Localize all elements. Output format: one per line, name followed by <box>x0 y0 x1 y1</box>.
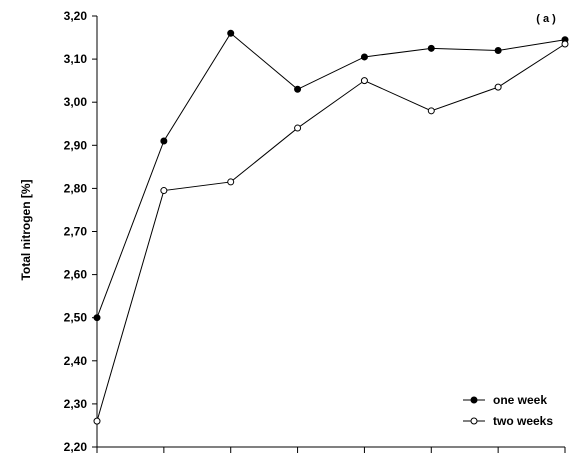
y-tick-label: 2,70 <box>64 225 88 239</box>
data-point-series-1 <box>360 53 368 61</box>
y-tick-label: 3,20 <box>64 9 88 23</box>
data-point-series-1 <box>93 314 101 322</box>
y-tick-label: 3,10 <box>64 52 88 66</box>
data-point-series-2 <box>494 83 502 91</box>
y-tick-label: 2,30 <box>64 397 88 411</box>
y-tick-label: 2,60 <box>64 268 88 282</box>
y-tick-label: 2,80 <box>64 181 88 195</box>
legend-marker <box>470 396 478 404</box>
y-tick-label: 3,00 <box>64 95 88 109</box>
data-point-series-1 <box>427 44 435 52</box>
series-line-2 <box>96 43 566 422</box>
series-layer <box>93 29 569 425</box>
data-point-series-1 <box>227 29 235 37</box>
data-point-series-1 <box>494 46 502 54</box>
series-line-1 <box>96 32 566 318</box>
y-tick-label: 2,90 <box>64 138 88 152</box>
legend-marker <box>470 417 478 425</box>
data-point-series-2 <box>93 417 101 425</box>
axes: 2,20 2,30 2,40 2,50 2,60 2,70 2,80 2,90 3,00 3,10… <box>64 9 566 454</box>
panel-label: ( a ) <box>536 13 556 25</box>
legend: one week two weeks <box>463 393 553 428</box>
data-point-series-2 <box>227 178 235 186</box>
legend-label: one week <box>493 393 547 407</box>
data-point-series-2 <box>360 77 368 85</box>
data-point-series-1 <box>294 85 302 93</box>
data-point-series-2 <box>427 107 435 115</box>
data-point-series-2 <box>160 187 168 195</box>
y-axis-title: Total nitrogen [%] <box>19 179 33 280</box>
y-tick-label: 2,50 <box>64 311 88 325</box>
data-point-series-1 <box>160 137 168 145</box>
data-point-series-2 <box>561 40 569 48</box>
y-tick-label: 2,40 <box>64 354 88 368</box>
legend-label: two weeks <box>493 414 553 428</box>
y-tick-label: 2,20 <box>64 440 88 454</box>
data-point-series-2 <box>294 124 302 132</box>
